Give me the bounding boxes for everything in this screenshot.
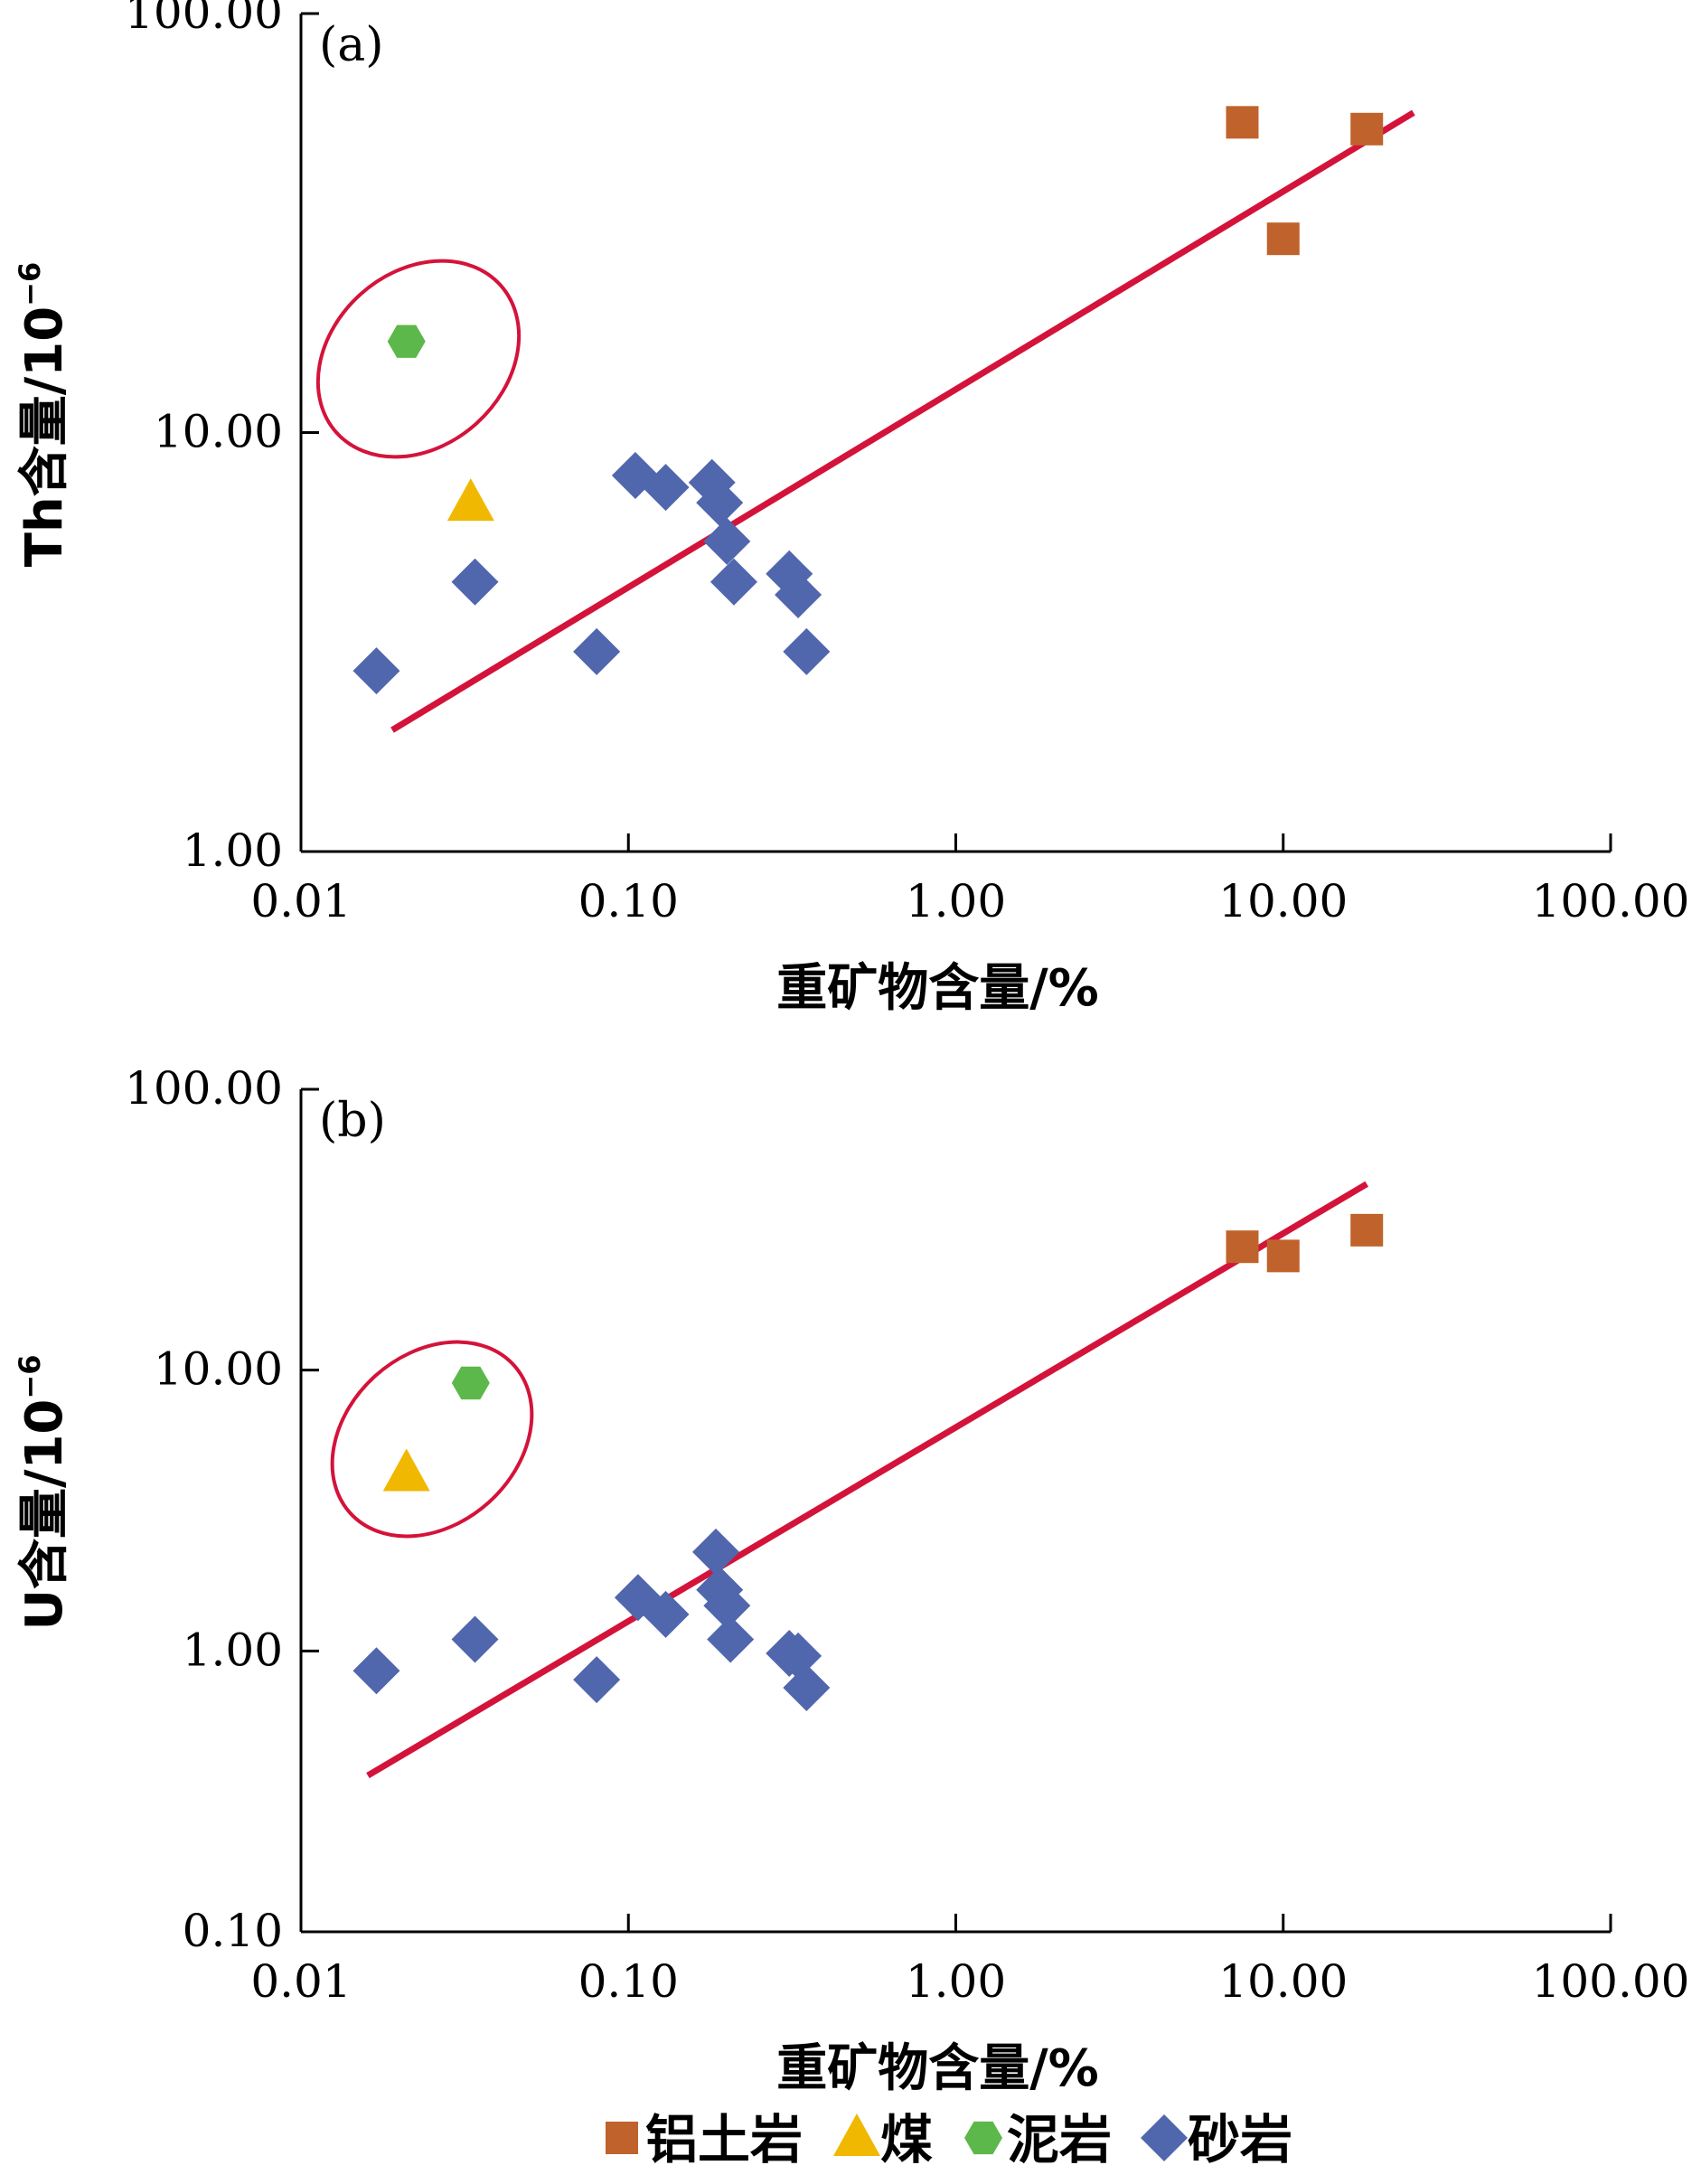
data-point-hexagon (451, 1366, 490, 1400)
data-point-diamond (775, 570, 822, 618)
data-point-diamond (703, 1582, 751, 1630)
x-tick-label: 10.00 (1218, 1955, 1348, 2008)
data-point-diamond (642, 1590, 690, 1638)
panel-label: (a) (319, 18, 384, 72)
x-tick-label: 1.00 (906, 875, 1006, 927)
x-tick-label: 1.00 (906, 1955, 1006, 2008)
highlight-ellipse (330, 1340, 534, 1539)
chart-panel-b: 0.01 0.10 1.00 10.00 100.000.101.0010.00100.… (13, 1062, 1689, 2098)
y-tick-label: 1.00 (183, 1624, 283, 1676)
data-point-diamond (573, 1656, 621, 1704)
y-tick-label: 10.00 (154, 406, 283, 458)
legend-marker-triangle (833, 2113, 880, 2156)
y-axis-title-main: U含量/10 (15, 1399, 74, 1631)
x-axis-title: 重矿物含量/% (776, 959, 1099, 1018)
data-point-diamond (783, 627, 831, 675)
x-tick-label: 0.01 (250, 875, 351, 927)
y-tick-label: 1.00 (183, 824, 283, 877)
chart-panel-a: 0.01 0.10 1.00 10.00 100.00 1.00 10.00 100.00 (a… (13, 0, 1689, 1018)
x-tick-label: 0.10 (578, 875, 679, 927)
legend-marker-square (606, 2122, 638, 2154)
data-point-diamond (642, 464, 690, 512)
legend-label: 铝土岩 (645, 2109, 803, 2170)
y-tick-label: 100.00 (125, 1062, 283, 1115)
legend-label: 煤 (880, 2109, 933, 2170)
y-axis-title: U含量/10−6 (13, 1355, 74, 1631)
data-point-diamond (783, 1663, 831, 1711)
x-tick-label: 0.01 (250, 1955, 351, 2008)
data-point-square (1350, 1213, 1384, 1247)
trend-line (366, 1181, 1369, 1779)
data-point-diamond (451, 1615, 499, 1663)
legend-label: 砂岩 (1188, 2109, 1292, 2170)
x-tick-label: 0.10 (578, 1955, 679, 2008)
data-point-square (1226, 1230, 1259, 1264)
legend-label: 泥岩 (1007, 2109, 1112, 2170)
x-tick-label: 100.00 (1532, 875, 1690, 927)
y-tick-label: 0.10 (183, 1905, 283, 1957)
data-point-square (1350, 112, 1384, 146)
legend-marker-hexagon (964, 2121, 1002, 2155)
data-point-diamond (707, 1615, 755, 1663)
data-point-square (1266, 222, 1300, 256)
trend-line (390, 109, 1415, 733)
data-point-triangle (446, 478, 494, 522)
y-tick-label: 10.00 (154, 1343, 283, 1396)
data-point-triangle (382, 1448, 430, 1492)
x-tick-label: 10.00 (1218, 875, 1348, 927)
data-point-diamond (451, 558, 499, 606)
y-axis-title-exponent: −6 (13, 262, 47, 306)
legend: 铝土岩 煤 泥岩 砂岩 (606, 2109, 1292, 2170)
data-point-diamond (692, 1528, 740, 1576)
data-point-diamond (352, 1647, 400, 1695)
y-tick-label: 100.00 (125, 0, 283, 39)
data-point-diamond (352, 647, 400, 695)
y-axis-title-exponent: −6 (13, 1355, 47, 1399)
y-axis-title-main: Th含量/10 (15, 306, 74, 567)
data-point-diamond (703, 517, 751, 565)
data-point-diamond (710, 558, 757, 606)
data-point-square (1266, 1239, 1300, 1273)
legend-marker-diamond (1141, 2114, 1188, 2161)
y-axis-title: Th含量/10−6 (13, 262, 74, 568)
highlight-ellipse (315, 259, 522, 459)
x-axis-title: 重矿物含量/% (776, 2039, 1099, 2098)
data-point-square (1226, 106, 1259, 139)
data-point-hexagon (387, 325, 426, 358)
data-point-diamond (573, 627, 621, 675)
x-tick-label: 100.00 (1532, 1955, 1690, 2008)
data-point-diamond (696, 479, 744, 527)
panel-label: (b) (319, 1094, 386, 1148)
